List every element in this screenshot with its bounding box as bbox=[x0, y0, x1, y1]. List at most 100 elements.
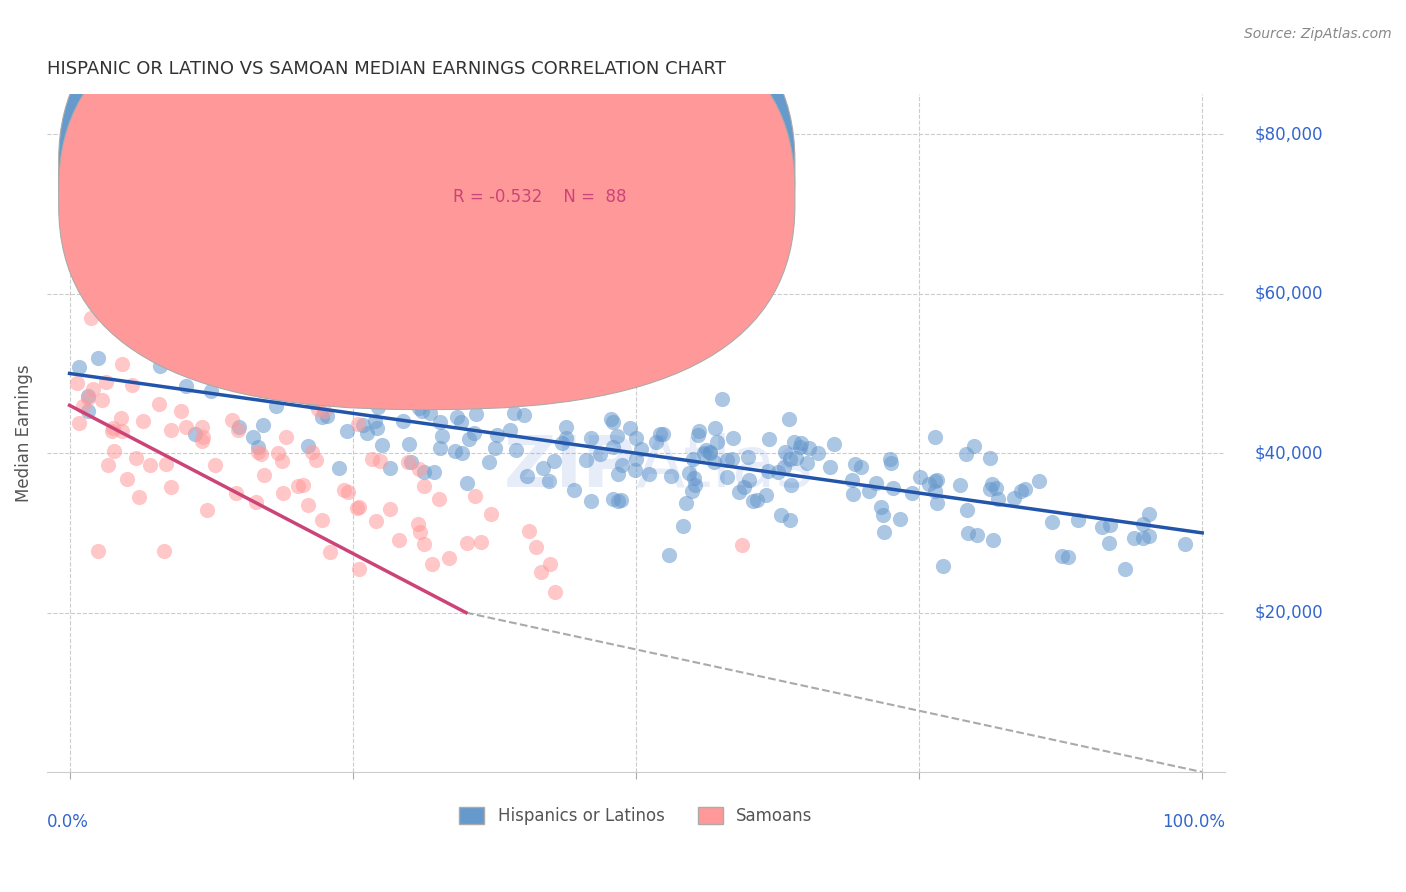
Point bbox=[955, 448, 977, 462]
Point bbox=[360, 452, 382, 467]
Point bbox=[221, 413, 243, 427]
Point bbox=[304, 453, 326, 467]
Point bbox=[927, 496, 949, 510]
Point bbox=[486, 428, 509, 442]
Point bbox=[727, 485, 749, 500]
Point bbox=[364, 414, 387, 428]
Point bbox=[648, 426, 671, 441]
Text: Source: ZipAtlas.com: Source: ZipAtlas.com bbox=[1244, 27, 1392, 41]
Point bbox=[607, 467, 630, 481]
Point bbox=[339, 377, 361, 392]
Point bbox=[388, 533, 411, 547]
Point bbox=[444, 444, 467, 458]
Point bbox=[1099, 518, 1122, 533]
Point bbox=[602, 440, 624, 454]
Point bbox=[703, 455, 725, 469]
Point bbox=[280, 354, 302, 368]
Point bbox=[478, 455, 501, 469]
Text: 100.0%: 100.0% bbox=[1161, 813, 1225, 830]
Point bbox=[408, 462, 430, 476]
Point bbox=[778, 411, 800, 425]
Point bbox=[67, 360, 90, 375]
Point bbox=[149, 359, 172, 374]
Point bbox=[1132, 517, 1154, 532]
Point bbox=[783, 434, 806, 449]
Point bbox=[209, 320, 232, 334]
Point bbox=[731, 538, 754, 552]
Text: Atlas: Atlas bbox=[636, 433, 814, 501]
Point bbox=[336, 424, 359, 438]
Point bbox=[797, 441, 820, 455]
Point bbox=[686, 428, 709, 442]
Point bbox=[602, 491, 624, 506]
Point bbox=[409, 524, 432, 539]
Point bbox=[356, 426, 378, 441]
Point bbox=[513, 409, 536, 423]
Point bbox=[470, 535, 492, 549]
Point bbox=[683, 478, 706, 492]
Point bbox=[245, 495, 267, 509]
Point bbox=[311, 410, 333, 425]
Point bbox=[770, 508, 793, 523]
Point bbox=[918, 477, 941, 491]
Point bbox=[67, 416, 90, 430]
Point bbox=[148, 397, 170, 411]
Point bbox=[247, 445, 270, 459]
Point bbox=[502, 407, 524, 421]
Point bbox=[484, 441, 506, 455]
Point bbox=[630, 442, 652, 456]
Point bbox=[742, 494, 765, 508]
Point bbox=[271, 486, 294, 500]
Point bbox=[152, 341, 174, 355]
Point bbox=[706, 434, 728, 449]
Text: $80,000: $80,000 bbox=[1254, 125, 1323, 144]
Point bbox=[737, 450, 759, 464]
Point bbox=[1050, 549, 1073, 563]
Point bbox=[446, 409, 468, 424]
Point bbox=[1028, 474, 1050, 488]
Point bbox=[252, 467, 274, 482]
Point bbox=[779, 451, 801, 466]
Point bbox=[90, 392, 112, 407]
Point bbox=[335, 368, 357, 383]
Point bbox=[292, 375, 315, 389]
Point bbox=[246, 441, 269, 455]
Point bbox=[72, 399, 94, 413]
Point bbox=[849, 460, 872, 475]
Point bbox=[364, 514, 387, 528]
Point bbox=[1098, 536, 1121, 550]
Point bbox=[544, 585, 567, 599]
Point bbox=[266, 446, 288, 460]
Point bbox=[823, 436, 845, 450]
Point bbox=[337, 485, 360, 500]
Point bbox=[228, 420, 250, 434]
Point bbox=[606, 428, 628, 442]
Point bbox=[420, 557, 443, 571]
Point bbox=[873, 524, 896, 539]
Point bbox=[924, 474, 946, 488]
Point bbox=[1137, 507, 1160, 521]
Point bbox=[160, 480, 183, 494]
Point bbox=[693, 446, 716, 460]
Text: $20,000: $20,000 bbox=[1254, 604, 1323, 622]
Point bbox=[932, 558, 955, 573]
Point bbox=[401, 455, 423, 469]
Point bbox=[283, 383, 305, 397]
Point bbox=[352, 417, 374, 432]
FancyBboxPatch shape bbox=[388, 142, 695, 230]
Point bbox=[716, 470, 738, 484]
Point bbox=[789, 440, 811, 454]
Text: R = -0.532    N =  88: R = -0.532 N = 88 bbox=[453, 187, 627, 206]
Point bbox=[287, 479, 309, 493]
Point bbox=[259, 368, 281, 383]
Point bbox=[103, 444, 125, 458]
Point bbox=[413, 465, 436, 479]
Point bbox=[1010, 484, 1032, 499]
Point bbox=[766, 465, 789, 479]
Point bbox=[773, 445, 796, 459]
Point bbox=[505, 442, 527, 457]
Point bbox=[682, 451, 704, 466]
Point bbox=[191, 434, 214, 448]
Point bbox=[427, 492, 450, 507]
Point bbox=[378, 460, 401, 475]
